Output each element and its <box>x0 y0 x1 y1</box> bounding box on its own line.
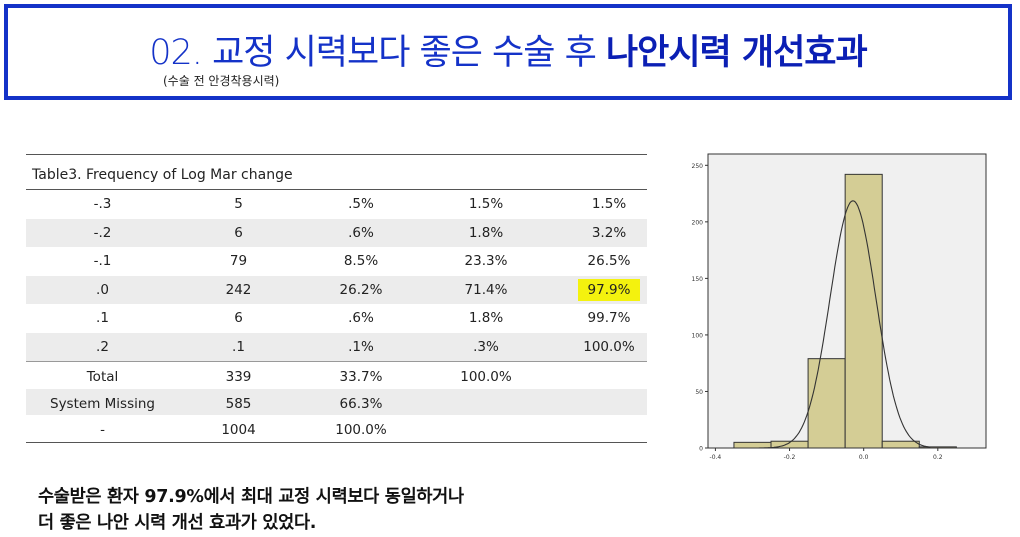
table-cell: 99.7% <box>587 310 631 326</box>
table-cell: 33.7% <box>339 369 383 385</box>
table-cell: 242 <box>225 281 252 298</box>
table-cell: 100.0% <box>335 422 387 438</box>
y-tick-label: 250 <box>692 163 704 170</box>
table-cell: 5 <box>234 196 243 212</box>
table-cell: 1.5% <box>468 196 504 212</box>
summary-caption: 수술받은 환자 97.9%에서 최대 교정 시력보다 동일하거나 더 좋은 나안… <box>38 484 464 536</box>
histogram-chart: 0 50 100 150 200 250 -0.4 -0.2 0.0 0.2 <box>692 153 987 461</box>
table-cell: 339 <box>225 369 252 385</box>
table-cell: 1.8% <box>468 224 504 241</box>
table-row: -.3 5 .5% 1.5% 1.5% <box>26 190 647 219</box>
caption-line-2: 더 좋은 나안 시력 개선 효과가 있었다. <box>38 513 317 533</box>
table-cell: System Missing <box>50 395 155 412</box>
table-cell: 100.0% <box>460 369 512 385</box>
summary-row: System Missing 585 66.3% <box>26 388 647 415</box>
table-row: .1 6 .6% 1.8% 99.7% <box>26 304 647 333</box>
table-cell: - <box>100 422 105 438</box>
table-bottom-rule <box>26 441 647 443</box>
histogram-bar <box>881 440 920 449</box>
table-cell: .1 <box>96 310 109 326</box>
table-cell: Total <box>86 369 119 385</box>
y-tick-label: 150 <box>692 276 704 283</box>
table-row: .2 .1 .1% .3% 100.0% <box>26 332 647 362</box>
table-cell: 79 <box>229 253 248 269</box>
x-tick-label: 0.0 <box>859 454 869 461</box>
table-cell: .1 <box>232 338 245 355</box>
table-cell: -.2 <box>93 224 112 241</box>
table-cell: 66.3% <box>339 395 383 412</box>
table-cell: .0 <box>96 281 109 298</box>
table-cell: 1004 <box>221 422 256 438</box>
x-tick-label: 0.2 <box>933 454 943 461</box>
table-cell: 100.0% <box>583 338 635 355</box>
title-light-text: 교정 시력보다 좋은 수술 후 <box>212 33 597 73</box>
table-row: -.1 79 8.5% 23.3% 26.5% <box>26 247 647 276</box>
table-cell: .1% <box>348 338 374 355</box>
caption-line-1: 수술받은 환자 97.9%에서 최대 교정 시력보다 동일하거나 <box>38 487 464 507</box>
table-cell: .6% <box>348 224 374 241</box>
table-caption: Table3. Frequency of Log Mar change <box>26 154 647 190</box>
table-cell: 1.8% <box>468 310 504 326</box>
title-number: 02. <box>149 33 203 73</box>
table-cell: .3% <box>473 338 499 355</box>
histogram-bar <box>844 173 883 449</box>
table-row: .0 242 26.2% 71.4% 97.9% <box>26 275 647 304</box>
page-title: 02. 교정 시력보다 좋은 수술 후 나안시력 개선효과 <box>8 24 1008 75</box>
histogram-bar <box>918 446 957 449</box>
table-cell: .2 <box>96 338 109 355</box>
table-cell: 585 <box>225 395 252 412</box>
y-tick-label: 100 <box>692 332 704 339</box>
table-cell: 23.3% <box>464 253 508 269</box>
y-tick-label: 200 <box>692 219 704 226</box>
table-cell: 26.2% <box>339 281 383 298</box>
table-cell: 26.5% <box>587 253 631 269</box>
histogram-bar <box>733 441 772 449</box>
summary-row: - 1004 100.0% <box>26 415 647 442</box>
table-cell: 8.5% <box>343 253 379 269</box>
y-tick-label: 0 <box>699 446 703 453</box>
page-subtitle: (수술 전 안경착용시력) <box>163 74 280 88</box>
x-tick-label: -0.4 <box>710 454 722 461</box>
summary-row: Total 339 33.7% 100.0% <box>26 362 647 389</box>
frequency-table: Table3. Frequency of Log Mar change -.3 … <box>26 154 647 443</box>
table-cell: -.1 <box>93 253 112 269</box>
table-cell: 6 <box>234 310 243 326</box>
table-cell: 71.4% <box>464 281 508 298</box>
table-cell: .6% <box>348 310 374 326</box>
highlight-marker: 97.9% <box>577 278 641 301</box>
table-cell: .5% <box>348 196 374 212</box>
normal-curve-line <box>726 200 931 449</box>
table-row: -.2 6 .6% 1.8% 3.2% <box>26 218 647 247</box>
table-cell: -.3 <box>93 196 112 212</box>
table-cell: 3.2% <box>591 224 627 241</box>
y-tick-label: 50 <box>695 389 703 396</box>
header-box: 02. 교정 시력보다 좋은 수술 후 나안시력 개선효과 (수술 전 안경착용… <box>4 4 1012 100</box>
title-bold-text: 나안시력 개선효과 <box>605 33 868 73</box>
table-cell: 1.5% <box>591 196 627 212</box>
table-cell: 6 <box>234 224 243 241</box>
x-tick-label: -0.2 <box>784 454 796 461</box>
histogram-bar <box>807 358 846 449</box>
highlighted-cell: 97.9% <box>559 276 659 305</box>
